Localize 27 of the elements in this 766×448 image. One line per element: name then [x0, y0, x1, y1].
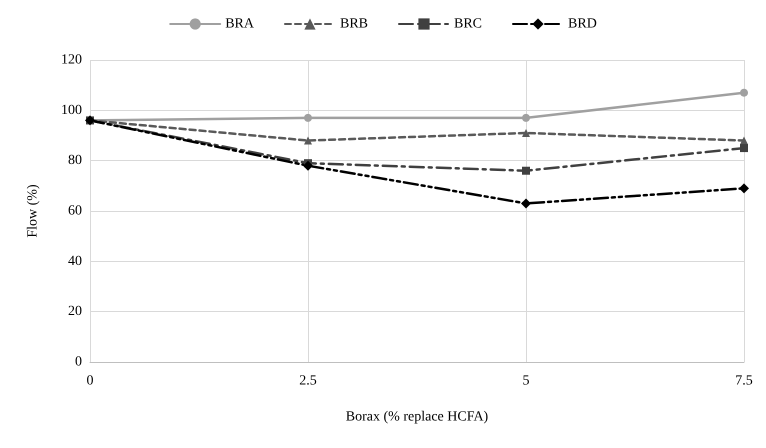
- point: [522, 128, 530, 137]
- legend-label: BRC: [454, 16, 482, 32]
- y-tick-label: 60: [68, 204, 82, 218]
- legend-label: BRA: [225, 16, 255, 32]
- point: [303, 160, 313, 171]
- y-tick-label: 20: [68, 304, 82, 320]
- y-tick-label: 120: [61, 52, 82, 68]
- legend-label: BRB: [340, 16, 368, 32]
- y-tick-label: 0: [75, 354, 82, 370]
- x-tick-label: 2.5: [299, 374, 317, 388]
- x-tick-label: 0: [86, 374, 94, 388]
- x-tick-label: 7.5: [735, 374, 753, 388]
- point: [522, 166, 530, 175]
- point: [739, 183, 749, 194]
- legend-label: BRD: [568, 16, 597, 32]
- x-axis-title: Borax (% replace HCFA): [346, 410, 489, 424]
- y-tick-label: 100: [61, 102, 82, 118]
- y-axis-title: Flow (%): [26, 184, 40, 238]
- point: [740, 88, 748, 97]
- point: [522, 114, 530, 122]
- point: [304, 114, 312, 122]
- y-tick-label: 80: [68, 153, 82, 168]
- y-tick-label: 40: [68, 254, 82, 269]
- point: [521, 198, 531, 208]
- point: [304, 136, 312, 145]
- x-tick-label: 5: [522, 374, 530, 388]
- point: [740, 144, 748, 152]
